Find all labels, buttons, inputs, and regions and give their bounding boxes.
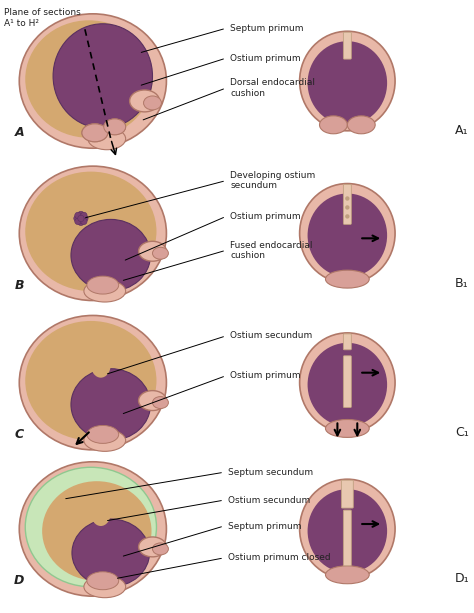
Text: Septum primum: Septum primum: [228, 522, 301, 530]
Ellipse shape: [25, 467, 156, 587]
Text: C₁: C₁: [455, 426, 469, 439]
Ellipse shape: [300, 31, 395, 131]
Text: D: D: [14, 574, 25, 587]
Circle shape: [78, 215, 84, 221]
Ellipse shape: [144, 96, 162, 110]
Ellipse shape: [300, 479, 395, 579]
FancyBboxPatch shape: [343, 356, 351, 408]
Text: Dorsal endocardial
cushion: Dorsal endocardial cushion: [230, 78, 315, 97]
Text: Ostium primum: Ostium primum: [230, 53, 301, 63]
FancyBboxPatch shape: [343, 32, 351, 59]
Text: D₁: D₁: [455, 573, 469, 585]
Ellipse shape: [42, 481, 152, 581]
Ellipse shape: [25, 172, 156, 291]
Text: Ostium primum closed: Ostium primum closed: [228, 554, 331, 562]
Ellipse shape: [300, 333, 395, 432]
Ellipse shape: [19, 316, 166, 450]
Text: Plane of sections: Plane of sections: [4, 9, 81, 17]
Ellipse shape: [87, 276, 118, 294]
Circle shape: [75, 218, 81, 224]
Ellipse shape: [153, 397, 168, 408]
Text: Septum secundum: Septum secundum: [228, 468, 313, 477]
Text: Ostium secundum: Ostium secundum: [230, 332, 312, 340]
Ellipse shape: [319, 116, 347, 134]
Ellipse shape: [308, 343, 387, 427]
Text: B₁: B₁: [455, 276, 468, 289]
FancyBboxPatch shape: [343, 510, 351, 566]
Text: A₁: A₁: [455, 124, 468, 137]
Text: A¹ to H²: A¹ to H²: [4, 19, 39, 28]
Ellipse shape: [19, 166, 166, 300]
Circle shape: [345, 214, 349, 219]
Ellipse shape: [104, 119, 126, 135]
Ellipse shape: [308, 194, 387, 277]
Ellipse shape: [308, 41, 387, 125]
Circle shape: [75, 212, 81, 219]
Text: Septum primum: Septum primum: [230, 24, 303, 32]
Ellipse shape: [138, 390, 166, 411]
Circle shape: [82, 215, 88, 221]
Circle shape: [345, 205, 349, 210]
Text: B: B: [15, 278, 24, 292]
Ellipse shape: [84, 576, 126, 598]
Ellipse shape: [326, 419, 369, 438]
Ellipse shape: [71, 368, 151, 440]
Ellipse shape: [326, 566, 369, 584]
Ellipse shape: [129, 90, 159, 112]
Ellipse shape: [53, 24, 153, 128]
Circle shape: [78, 219, 84, 226]
Text: C: C: [15, 428, 24, 441]
FancyBboxPatch shape: [341, 480, 353, 508]
Circle shape: [74, 215, 80, 221]
Ellipse shape: [88, 128, 126, 150]
Ellipse shape: [138, 537, 166, 557]
Ellipse shape: [84, 280, 126, 302]
Ellipse shape: [71, 219, 151, 291]
Text: Ostium secundum: Ostium secundum: [228, 496, 310, 504]
Circle shape: [78, 211, 84, 218]
Ellipse shape: [87, 425, 118, 443]
Text: A: A: [15, 126, 24, 139]
Ellipse shape: [138, 242, 166, 261]
Ellipse shape: [300, 183, 395, 283]
Circle shape: [81, 212, 87, 219]
Ellipse shape: [19, 14, 166, 148]
Ellipse shape: [91, 352, 111, 378]
Ellipse shape: [326, 270, 369, 288]
FancyBboxPatch shape: [343, 334, 351, 350]
Ellipse shape: [153, 247, 168, 259]
Text: Fused endocardial
cushion: Fused endocardial cushion: [230, 240, 312, 260]
Ellipse shape: [91, 500, 111, 526]
Circle shape: [345, 196, 349, 200]
Ellipse shape: [153, 543, 168, 555]
Ellipse shape: [87, 572, 118, 590]
Text: Developing ostium
secundum: Developing ostium secundum: [230, 171, 315, 190]
Text: Ostium primum: Ostium primum: [230, 212, 301, 221]
Text: Ostium primum: Ostium primum: [230, 371, 301, 380]
FancyBboxPatch shape: [343, 185, 351, 224]
Circle shape: [81, 218, 87, 224]
Ellipse shape: [84, 430, 126, 451]
Ellipse shape: [25, 20, 153, 138]
Ellipse shape: [347, 116, 375, 134]
Ellipse shape: [19, 462, 166, 596]
Ellipse shape: [308, 489, 387, 573]
Ellipse shape: [82, 124, 108, 142]
Ellipse shape: [72, 519, 149, 587]
Ellipse shape: [25, 321, 156, 440]
